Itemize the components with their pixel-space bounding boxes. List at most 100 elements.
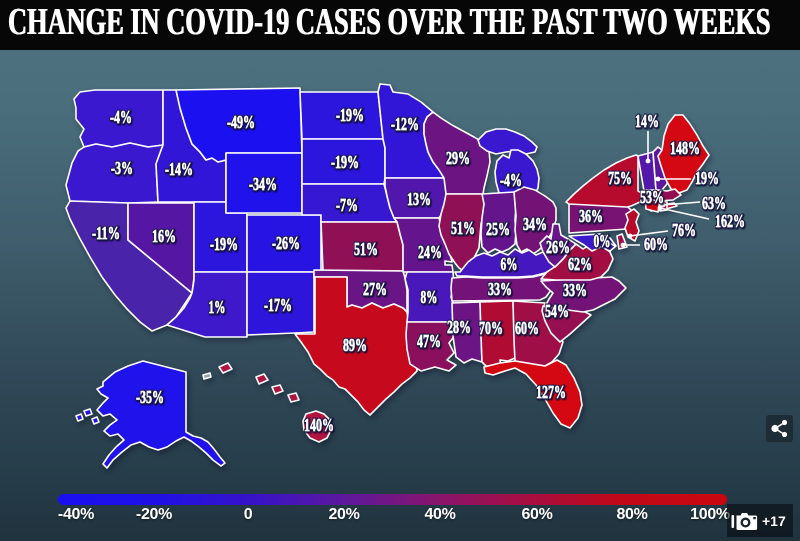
svg-text:26%: 26%: [546, 237, 570, 257]
svg-text:0%: 0%: [594, 231, 611, 251]
svg-text:24%: 24%: [418, 242, 442, 262]
svg-text:89%: 89%: [343, 335, 367, 355]
svg-text:-35%: -35%: [136, 387, 164, 407]
svg-text:14%: 14%: [635, 111, 659, 131]
svg-text:36%: 36%: [579, 206, 603, 226]
svg-text:-11%: -11%: [92, 223, 120, 243]
svg-text:-3%: -3%: [111, 158, 133, 178]
svg-text:140%: 140%: [304, 415, 334, 435]
svg-text:26%: 26%: [546, 237, 570, 257]
svg-text:33%: 33%: [488, 279, 512, 299]
svg-text:16%: 16%: [152, 226, 176, 246]
svg-text:60%: 60%: [644, 234, 668, 254]
svg-text:-35%: -35%: [136, 387, 164, 407]
svg-text:-17%: -17%: [264, 295, 292, 315]
svg-text:-17%: -17%: [264, 295, 292, 315]
svg-text:140%: 140%: [304, 415, 334, 435]
svg-text:-12%: -12%: [391, 114, 419, 134]
svg-text:60%: 60%: [515, 318, 539, 338]
svg-text:33%: 33%: [488, 279, 512, 299]
svg-text:-19%: -19%: [210, 234, 238, 254]
svg-text:24%: 24%: [418, 242, 442, 262]
svg-text:-3%: -3%: [111, 158, 133, 178]
svg-text:13%: 13%: [407, 189, 431, 209]
svg-text:-19%: -19%: [336, 105, 364, 125]
svg-text:62%: 62%: [568, 254, 592, 274]
svg-text:-7%: -7%: [336, 195, 358, 215]
svg-text:62%: 62%: [568, 254, 592, 274]
svg-text:29%: 29%: [446, 148, 470, 168]
svg-text:16%: 16%: [152, 226, 176, 246]
svg-text:-4%: -4%: [500, 170, 522, 190]
svg-text:25%: 25%: [486, 219, 510, 239]
svg-text:28%: 28%: [447, 317, 471, 337]
svg-text:75%: 75%: [608, 168, 632, 188]
svg-text:33%: 33%: [563, 280, 587, 300]
svg-text:-14%: -14%: [165, 159, 193, 179]
svg-text:53%: 53%: [640, 187, 664, 207]
svg-text:127%: 127%: [536, 382, 566, 402]
svg-text:60%: 60%: [515, 318, 539, 338]
svg-text:36%: 36%: [579, 206, 603, 226]
svg-text:0%: 0%: [594, 231, 611, 251]
svg-text:162%: 162%: [715, 211, 745, 231]
svg-text:27%: 27%: [363, 279, 387, 299]
svg-text:-19%: -19%: [336, 105, 364, 125]
svg-text:51%: 51%: [354, 239, 378, 259]
svg-text:-7%: -7%: [336, 195, 358, 215]
svg-text:-49%: -49%: [227, 112, 255, 132]
svg-text:47%: 47%: [417, 331, 441, 351]
svg-text:33%: 33%: [563, 280, 587, 300]
svg-text:-19%: -19%: [331, 152, 359, 172]
svg-text:6%: 6%: [501, 254, 518, 274]
svg-text:-4%: -4%: [110, 107, 132, 127]
svg-text:51%: 51%: [451, 218, 475, 238]
svg-text:51%: 51%: [451, 218, 475, 238]
svg-text:-34%: -34%: [249, 174, 277, 194]
svg-text:-11%: -11%: [92, 223, 120, 243]
svg-text:70%: 70%: [479, 318, 503, 338]
svg-text:60%: 60%: [644, 234, 668, 254]
svg-text:19%: 19%: [695, 168, 719, 188]
svg-text:75%: 75%: [608, 168, 632, 188]
svg-text:-26%: -26%: [272, 233, 300, 253]
svg-text:53%: 53%: [640, 187, 664, 207]
svg-text:34%: 34%: [523, 214, 547, 234]
svg-text:-4%: -4%: [110, 107, 132, 127]
svg-text:162%: 162%: [715, 211, 745, 231]
svg-text:-26%: -26%: [272, 233, 300, 253]
svg-text:76%: 76%: [672, 220, 696, 240]
svg-text:-49%: -49%: [227, 112, 255, 132]
svg-text:-34%: -34%: [249, 174, 277, 194]
svg-text:8%: 8%: [421, 287, 438, 307]
svg-text:34%: 34%: [523, 214, 547, 234]
svg-text:63%: 63%: [702, 193, 726, 213]
svg-text:6%: 6%: [501, 254, 518, 274]
svg-text:47%: 47%: [417, 331, 441, 351]
svg-text:54%: 54%: [545, 301, 569, 321]
svg-text:25%: 25%: [486, 219, 510, 239]
svg-text:63%: 63%: [702, 193, 726, 213]
svg-text:-4%: -4%: [500, 170, 522, 190]
svg-text:148%: 148%: [670, 138, 700, 158]
svg-text:127%: 127%: [536, 382, 566, 402]
svg-text:14%: 14%: [635, 111, 659, 131]
svg-text:1%: 1%: [209, 297, 226, 317]
svg-text:28%: 28%: [447, 317, 471, 337]
svg-text:13%: 13%: [407, 189, 431, 209]
svg-text:29%: 29%: [446, 148, 470, 168]
svg-text:1%: 1%: [209, 297, 226, 317]
svg-text:8%: 8%: [421, 287, 438, 307]
svg-text:89%: 89%: [343, 335, 367, 355]
svg-text:148%: 148%: [670, 138, 700, 158]
svg-text:19%: 19%: [695, 168, 719, 188]
svg-text:-19%: -19%: [210, 234, 238, 254]
svg-text:76%: 76%: [672, 220, 696, 240]
svg-text:51%: 51%: [354, 239, 378, 259]
svg-text:70%: 70%: [479, 318, 503, 338]
svg-text:27%: 27%: [363, 279, 387, 299]
svg-text:-14%: -14%: [165, 159, 193, 179]
svg-text:-12%: -12%: [391, 114, 419, 134]
svg-text:-19%: -19%: [331, 152, 359, 172]
svg-text:54%: 54%: [545, 301, 569, 321]
